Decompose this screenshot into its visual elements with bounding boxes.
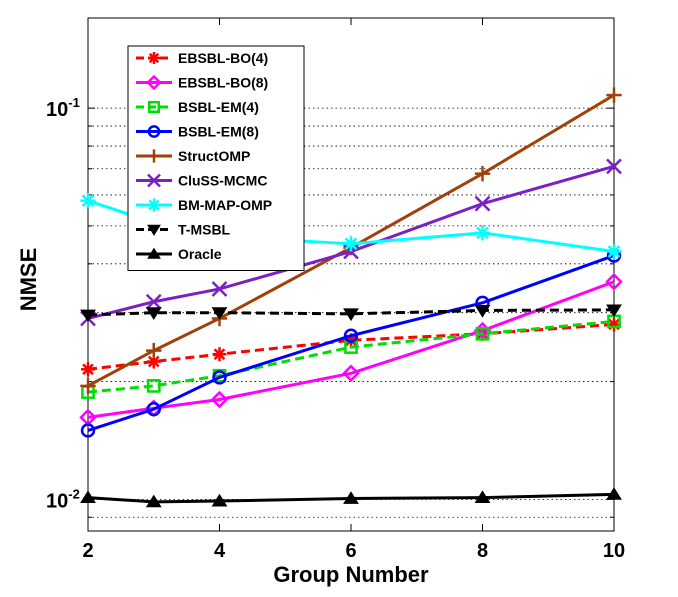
data-point [146, 401, 161, 417]
data-point [211, 307, 228, 320]
data-point [210, 390, 229, 409]
legend-marker [147, 224, 161, 236]
data-point [211, 493, 228, 507]
data-point [80, 309, 96, 323]
data-point [80, 378, 96, 394]
legend-entry: EBSBL-BO(8) [136, 75, 268, 91]
legend-label: EBSBL-BO(8) [178, 75, 268, 91]
legend-marker [147, 149, 161, 163]
x-axis-title: Group Number [273, 562, 429, 587]
data-point [342, 364, 360, 383]
series-line [87, 319, 615, 394]
x-tick-label: 8 [477, 540, 488, 562]
data-point [474, 225, 491, 241]
legend-entry: BM-MAP-OMP [136, 197, 272, 213]
legend-marker [147, 247, 161, 259]
data-point [80, 490, 96, 504]
legend-entry: T-MSBL [136, 222, 231, 238]
y-tick-label: 10-2 [46, 486, 80, 512]
legend: EBSBL-BO(4) EBSBL-BO(8) BSBL-EM(4) BSBL-EM(… [127, 45, 305, 271]
legend-marker [148, 52, 160, 64]
legend-label: EBSBL-BO(4) [178, 50, 268, 66]
x-tick-label: 2 [82, 540, 93, 562]
axis-ticks: 2 4 6 8 10 10-2 10-1 [46, 18, 625, 562]
legend-entry: Oracle [136, 246, 222, 262]
data-point [343, 308, 359, 322]
data-point [145, 307, 162, 320]
series-3 [80, 248, 622, 438]
series-line [87, 254, 615, 432]
data-point [343, 236, 359, 252]
legend-label: CluSS-MCMC [178, 173, 267, 189]
data-point [211, 281, 228, 297]
data-point [606, 87, 622, 103]
data-point [606, 243, 622, 260]
legend-entry: EBSBL-BO(4) [136, 50, 268, 66]
legend-marker [147, 125, 161, 138]
series-1 [79, 272, 623, 427]
legend-marker [147, 100, 161, 114]
series-line [87, 308, 615, 317]
data-point [474, 165, 491, 182]
data-point [80, 192, 96, 209]
data-point [606, 487, 622, 500]
x-tick-label: 4 [214, 540, 226, 562]
data-point [475, 326, 490, 341]
series-8 [80, 487, 622, 508]
data-point [343, 491, 359, 504]
legend-label: BSBL-EM(4) [178, 99, 259, 115]
series-2 [81, 314, 621, 399]
y-axis-title: NMSE [16, 248, 41, 312]
y-tick-label: 10-1 [46, 95, 80, 121]
data-point [145, 494, 162, 508]
data-point [474, 305, 491, 318]
series-line [87, 322, 615, 371]
data-point [80, 423, 96, 438]
series-line [87, 280, 615, 419]
data-point [605, 272, 623, 291]
data-point [212, 370, 227, 385]
data-point [343, 328, 359, 343]
legend-label: Oracle [178, 246, 222, 262]
series-7 [80, 304, 622, 323]
legend-label: BSBL-EM(8) [178, 124, 259, 140]
data-point [212, 347, 227, 362]
x-tick-label: 6 [345, 540, 356, 562]
legend-label: StructOMP [178, 148, 250, 164]
data-point [145, 293, 162, 310]
legend-label: T-MSBL [178, 222, 231, 238]
data-point [474, 490, 491, 504]
data-point [146, 342, 162, 359]
data-point [606, 304, 622, 318]
legend-label: BM-MAP-OMP [178, 197, 272, 213]
legend-entry: BSBL-EM(8) [136, 124, 259, 140]
data-point [146, 379, 161, 393]
series-line [87, 93, 615, 388]
legend-entry: StructOMP [136, 148, 250, 164]
legend-entry: BSBL-EM(4) [136, 99, 259, 115]
data-point [606, 158, 622, 175]
legend-marker [147, 198, 161, 212]
legend-marker [146, 74, 162, 91]
series-line [87, 492, 615, 504]
x-tick-label: 10 [603, 540, 625, 562]
data-point [81, 362, 95, 377]
legend-entry: CluSS-MCMC [136, 173, 267, 189]
legend-marker [147, 173, 161, 188]
data-point [474, 195, 491, 212]
